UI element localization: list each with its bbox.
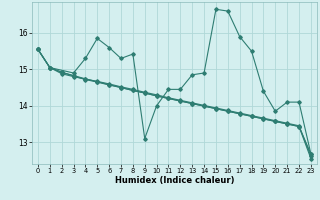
X-axis label: Humidex (Indice chaleur): Humidex (Indice chaleur) [115,176,234,185]
